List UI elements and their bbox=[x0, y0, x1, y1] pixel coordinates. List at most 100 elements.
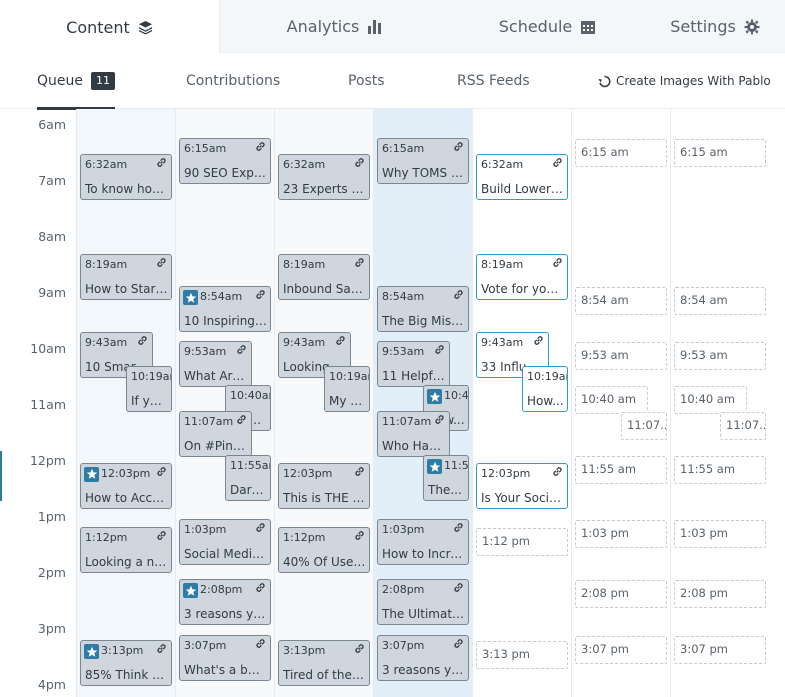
queued-post-card[interactable]: 11:07am On #Pinte... bbox=[179, 410, 252, 457]
queued-post-card[interactable]: 11:07am Who Has ... bbox=[377, 410, 450, 457]
tab-settings-label: Settings bbox=[670, 17, 736, 36]
queued-post-card[interactable]: 9:53am What Are ... bbox=[179, 341, 252, 388]
queued-post-card[interactable]: 9:53am 11 Helpfu... bbox=[377, 341, 450, 388]
queued-post-card[interactable]: 6:32am 23 Experts Sh... bbox=[278, 153, 370, 200]
star-icon bbox=[427, 389, 442, 405]
empty-time-slot[interactable]: 1:03 pm bbox=[674, 519, 766, 548]
post-time: 3:13pm bbox=[283, 644, 326, 658]
post-time: 2:08pm bbox=[382, 583, 425, 597]
empty-time-slot[interactable]: 6:15 am bbox=[674, 139, 766, 167]
empty-time-slot[interactable]: 11:07... bbox=[720, 411, 766, 440]
queued-post-card[interactable]: 3:07pm 3 reasons yo... bbox=[377, 634, 469, 681]
post-time: 11:07am bbox=[184, 414, 234, 428]
empty-time-slot[interactable]: 1:03 pm bbox=[575, 519, 667, 548]
tab-content[interactable]: Content bbox=[0, 0, 220, 54]
post-text: If yo... bbox=[131, 393, 168, 408]
empty-time-slot[interactable]: 8:54 am bbox=[674, 287, 766, 316]
queued-post-card[interactable]: 10:19am My s... bbox=[324, 365, 370, 412]
queued-post-card[interactable]: 6:15am 90 SEO Exper... bbox=[179, 138, 271, 184]
queued-post-card[interactable]: 8:19am How to Start ... bbox=[80, 253, 172, 300]
queued-post-card[interactable]: 8:54am 10 Inspiring W... bbox=[179, 286, 271, 333]
post-text: Who Has ... bbox=[382, 438, 446, 453]
empty-time-slot[interactable]: 11:55 am bbox=[674, 456, 766, 485]
queued-post-card[interactable]: 3:13pm Tired of the s... bbox=[278, 640, 370, 687]
queued-post-card[interactable]: 6:32am Build Lower ... bbox=[476, 153, 568, 200]
empty-time-slot[interactable]: 2:08 pm bbox=[575, 580, 667, 609]
empty-time-slot[interactable]: 11:55 am bbox=[575, 456, 667, 485]
post-time: 3:07pm bbox=[382, 638, 425, 652]
empty-time-slot[interactable]: 8:54 am bbox=[575, 287, 667, 316]
subnav-contributions[interactable]: Contributions bbox=[186, 53, 280, 109]
subnav-posts[interactable]: Posts bbox=[348, 53, 385, 109]
queued-post-card[interactable]: 2:08pm The Ultimate ... bbox=[377, 579, 469, 626]
tab-settings[interactable]: Settings bbox=[645, 0, 785, 53]
queued-post-card[interactable]: 9:43am Looking... bbox=[278, 332, 351, 379]
queued-post-card[interactable]: 2:08pm 3 reasons yo... bbox=[179, 579, 271, 626]
queued-post-card[interactable]: 6:15am Why TOMS S... bbox=[377, 138, 469, 184]
queued-post-card[interactable]: 12:03pm This is THE ul... bbox=[278, 462, 370, 509]
queued-post-card[interactable]: 3:07pm What's a bett... bbox=[179, 634, 271, 681]
empty-time-slot[interactable]: 3:07 pm bbox=[674, 635, 766, 664]
link-icon bbox=[255, 638, 266, 652]
hour-label: 10am bbox=[30, 341, 66, 356]
link-icon bbox=[533, 335, 544, 349]
queued-post-card[interactable]: 1:12pm 40% Of Users... bbox=[278, 527, 370, 574]
queued-post-card[interactable]: 1:03pm Social Media ... bbox=[179, 518, 271, 565]
tab-schedule[interactable]: Schedule bbox=[450, 0, 645, 53]
link-icon bbox=[156, 466, 167, 480]
empty-time-slot[interactable]: 2:08 pm bbox=[674, 580, 766, 609]
gear-icon bbox=[744, 19, 760, 35]
hour-label: 6am bbox=[38, 117, 66, 132]
hour-label: 9am bbox=[38, 285, 66, 300]
post-text: 3 reasons yo... bbox=[382, 662, 465, 677]
queued-post-card[interactable]: 8:19am Inbound Sale... bbox=[278, 253, 370, 300]
queued-post-card[interactable]: 8:54am The Big Mista... bbox=[377, 286, 469, 333]
post-text: 40% Of Users... bbox=[283, 555, 366, 570]
subnav-rss-feeds[interactable]: RSS Feeds bbox=[457, 53, 530, 109]
queued-post-card[interactable]: 3:13pm 85% Think Th... bbox=[80, 640, 172, 687]
post-text: What Are ... bbox=[184, 369, 248, 384]
star-icon bbox=[183, 583, 198, 599]
empty-time-slot[interactable]: 3:13 pm bbox=[476, 641, 568, 670]
subnav-contributions-label: Contributions bbox=[186, 73, 281, 89]
empty-time-slot[interactable]: 9:53 am bbox=[674, 342, 766, 371]
empty-time-slot[interactable]: 1:12 pm bbox=[476, 528, 568, 557]
empty-time-slot[interactable]: 11:07... bbox=[621, 411, 667, 440]
queued-post-card[interactable]: 1:12pm Looking a ne... bbox=[80, 527, 172, 574]
subnav-posts-label: Posts bbox=[348, 73, 385, 89]
empty-time-slot[interactable]: 10:40 am bbox=[575, 386, 648, 415]
subnav-queue[interactable]: Queue 11 bbox=[37, 53, 115, 110]
post-text: 90 SEO Exper... bbox=[184, 166, 267, 180]
post-text: Why TOMS S... bbox=[382, 166, 465, 180]
star-icon bbox=[427, 459, 442, 475]
queued-post-card[interactable]: 10:19am How... bbox=[522, 365, 568, 412]
empty-time-slot[interactable]: 9:53 am bbox=[575, 342, 667, 371]
queued-post-card[interactable]: 6:32am To know how... bbox=[80, 153, 172, 200]
queued-post-card[interactable]: 12:03pm Is Your Social... bbox=[476, 462, 568, 509]
link-icon bbox=[453, 141, 464, 155]
empty-time-slot[interactable]: 6:15 am bbox=[575, 139, 667, 167]
link-icon bbox=[156, 643, 167, 657]
post-text: Tired of the s... bbox=[283, 668, 366, 683]
queued-post-card[interactable]: 8:19am Vote for your... bbox=[476, 253, 568, 300]
queued-post-card[interactable]: 10:19am If yo... bbox=[126, 365, 172, 412]
queued-post-card[interactable]: 12:03pm How to Accur... bbox=[80, 462, 172, 509]
post-text: 85% Think Th... bbox=[85, 668, 168, 683]
tab-analytics[interactable]: Analytics bbox=[220, 0, 450, 53]
post-time: 8:19am bbox=[85, 257, 128, 271]
create-images-pablo-link[interactable]: Create Images With Pablo bbox=[598, 53, 771, 109]
empty-time-slot[interactable]: 10:40 am bbox=[674, 386, 747, 415]
post-text: To know how... bbox=[85, 181, 168, 196]
post-text: 10 Inspiring W... bbox=[184, 314, 267, 329]
subnav-rss-feeds-label: RSS Feeds bbox=[457, 73, 530, 89]
queued-post-card[interactable]: 1:03pm How to Incre... bbox=[377, 518, 469, 565]
post-time: 10:19am bbox=[131, 369, 171, 383]
hour-label: 11am bbox=[30, 397, 66, 412]
empty-time-slot[interactable]: 3:07 pm bbox=[575, 635, 667, 664]
link-icon bbox=[434, 344, 445, 358]
